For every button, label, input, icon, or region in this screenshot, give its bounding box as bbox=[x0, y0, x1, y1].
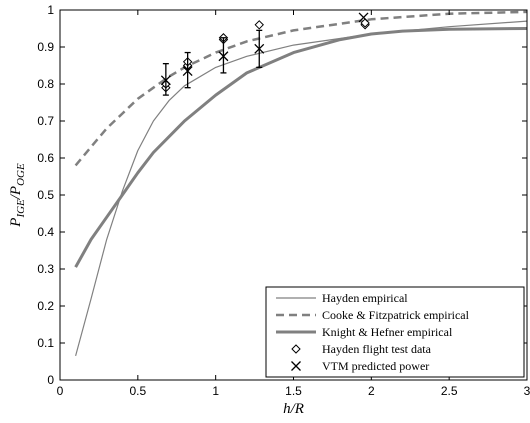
series-cooke-fitzpatrick-empirical bbox=[74, 10, 528, 167]
legend-label: Hayden flight test data bbox=[322, 342, 432, 356]
x-axis-label: h/R bbox=[283, 401, 304, 417]
y-tick-label: 0.6 bbox=[37, 151, 54, 165]
x-tick-label: 1.5 bbox=[285, 384, 302, 398]
y-tick-label: 0 bbox=[47, 373, 54, 387]
y-axis-label-part: P bbox=[8, 218, 24, 228]
y-axis-label-part: /P bbox=[8, 186, 24, 200]
legend-label: Hayden empirical bbox=[322, 291, 408, 305]
x-tick-label: 2 bbox=[368, 384, 375, 398]
series-vtm-predicted-power bbox=[160, 12, 369, 96]
series-line bbox=[74, 27, 528, 268]
y-tick-label: 0.4 bbox=[37, 225, 54, 239]
y-tick-label: 0.9 bbox=[37, 40, 54, 54]
legend: Hayden empirical Cooke & Fitzpatrick empi… bbox=[265, 286, 525, 378]
y-axis-label-part: IGE bbox=[15, 199, 27, 219]
series-line bbox=[74, 10, 528, 167]
x-tick-label: 0 bbox=[57, 384, 64, 398]
x-tick-label: 3 bbox=[524, 384, 530, 398]
legend-label: Cooke & Fitzpatrick empirical bbox=[322, 308, 470, 322]
y-tick-label: 0.3 bbox=[37, 262, 54, 276]
x-marker bbox=[182, 66, 193, 77]
x-marker bbox=[358, 12, 369, 23]
y-axis-label-part: OGE bbox=[15, 163, 27, 186]
x-tick-label: 2.5 bbox=[441, 384, 458, 398]
legend-label: Knight & Hefner empirical bbox=[322, 325, 453, 339]
y-tick-label: 1 bbox=[47, 3, 54, 17]
y-axis-label: PIGE/POGE bbox=[8, 163, 27, 228]
x-tick-label: 0.5 bbox=[129, 384, 146, 398]
ticks-layer: 0 0.5 1 1.5 2 2.5 3 0 0.1 0.2 0.3 0.4 0.5 0.6 0.7 0.8 0.… bbox=[37, 3, 530, 398]
y-tick-label: 0.8 bbox=[37, 77, 54, 91]
y-tick-label: 0.2 bbox=[37, 299, 54, 313]
legend-label: VTM predicted power bbox=[322, 359, 429, 373]
y-tick-label: 0.5 bbox=[37, 188, 54, 202]
y-tick-label: 0.7 bbox=[37, 114, 54, 128]
x-tick-label: 1 bbox=[212, 384, 219, 398]
series-layer bbox=[74, 10, 528, 357]
diamond-marker bbox=[291, 344, 301, 354]
x-marker bbox=[218, 51, 229, 62]
x-marker bbox=[254, 43, 265, 54]
diamond-marker bbox=[254, 20, 264, 30]
y-tick-label: 0.1 bbox=[37, 336, 54, 350]
x-marker bbox=[291, 361, 301, 371]
x-marker bbox=[160, 75, 171, 86]
series-knight-hefner-empirical bbox=[74, 27, 528, 268]
